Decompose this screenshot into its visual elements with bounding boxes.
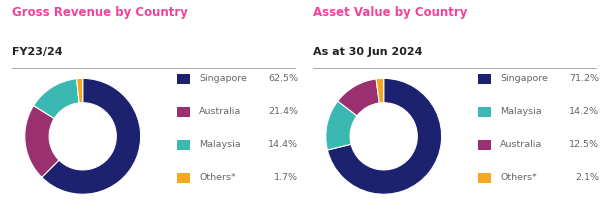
Text: 1.7%: 1.7% <box>274 173 298 182</box>
Bar <box>177 173 190 183</box>
Text: Asset Value by Country: Asset Value by Country <box>313 6 467 19</box>
Bar <box>478 140 491 150</box>
Text: 62.5%: 62.5% <box>268 74 298 83</box>
Text: Malaysia: Malaysia <box>199 140 241 149</box>
Text: 14.4%: 14.4% <box>268 140 298 149</box>
Text: 21.4%: 21.4% <box>268 107 298 116</box>
Text: Gross Revenue by Country: Gross Revenue by Country <box>12 6 188 19</box>
Text: FY23/24: FY23/24 <box>12 47 63 57</box>
Text: Malaysia: Malaysia <box>500 107 542 116</box>
Text: Singapore: Singapore <box>199 74 247 83</box>
Bar <box>177 107 190 117</box>
Bar <box>478 74 491 83</box>
Text: Singapore: Singapore <box>500 74 548 83</box>
Text: 2.1%: 2.1% <box>575 173 599 182</box>
Text: 71.2%: 71.2% <box>569 74 599 83</box>
Text: 12.5%: 12.5% <box>569 140 599 149</box>
Bar <box>478 107 491 117</box>
Text: Others*: Others* <box>199 173 236 182</box>
Bar <box>177 140 190 150</box>
Text: Others*: Others* <box>500 173 537 182</box>
Text: 14.2%: 14.2% <box>569 107 599 116</box>
Text: Australia: Australia <box>500 140 542 149</box>
Bar <box>478 173 491 183</box>
Text: Australia: Australia <box>199 107 241 116</box>
Text: As at 30 Jun 2024: As at 30 Jun 2024 <box>313 47 423 57</box>
Bar <box>177 74 190 83</box>
